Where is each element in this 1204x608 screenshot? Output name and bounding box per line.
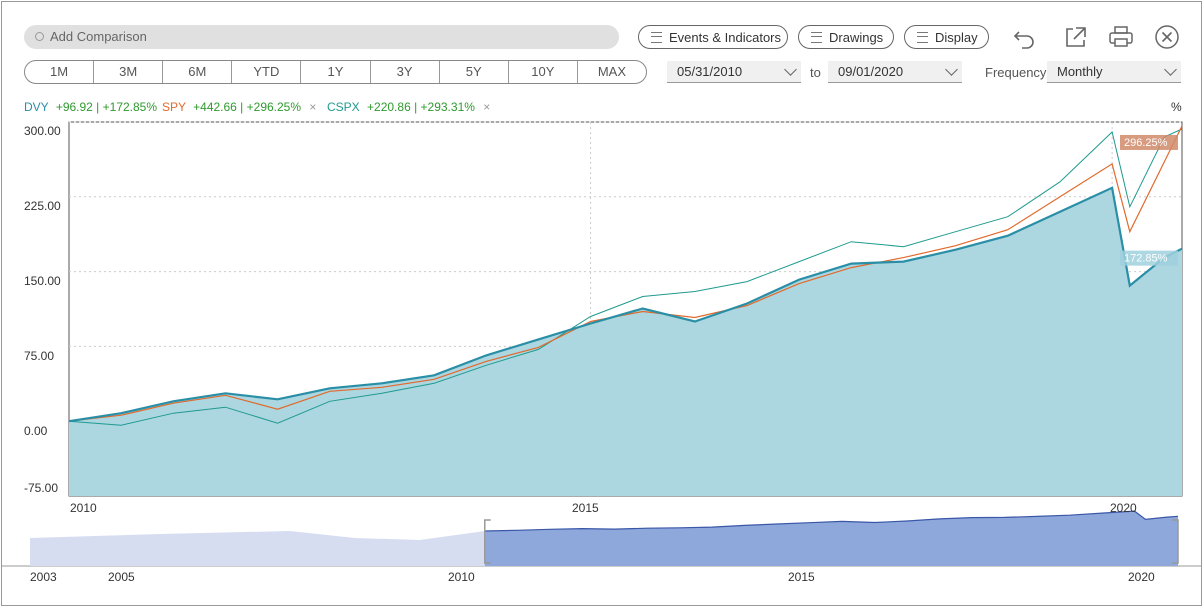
range-button-10y[interactable]: 10Y [509, 61, 578, 83]
y-tick-label: 300.00 [24, 124, 61, 138]
popout-icon[interactable] [1063, 24, 1089, 50]
end-date-picker[interactable]: 09/01/2020 [828, 61, 962, 83]
legend-change-spy: +442.66 | +296.25% [193, 100, 302, 114]
frequency-label: Frequency [985, 65, 1047, 80]
search-input[interactable]: Add Comparison [50, 29, 147, 44]
end-date-value: 09/01/2020 [838, 64, 904, 79]
to-label: to [810, 65, 821, 80]
legend-symbol-cspx[interactable]: CSPX [327, 100, 360, 114]
range-button-5y[interactable]: 5Y [440, 61, 509, 83]
drawings-label: Drawings [829, 29, 884, 45]
frequency-value: Monthly [1057, 64, 1103, 79]
search-bar[interactable]: Add Comparison [24, 25, 619, 49]
drawings-button[interactable]: Drawings [798, 25, 894, 49]
range-button-ytd[interactable]: YTD [232, 61, 302, 83]
remove-spy-icon[interactable]: × [309, 100, 317, 114]
start-date-value: 05/31/2010 [677, 64, 743, 79]
x-tick-label: 2020 [1110, 501, 1137, 515]
x-tick-label: 2015 [572, 501, 599, 515]
series-area-dvy [69, 187, 1182, 497]
navigator-tick-label: 2010 [448, 570, 475, 584]
range-button-max[interactable]: MAX [597, 64, 627, 79]
y-tick-label: 0.00 [24, 424, 48, 438]
remove-cspx-icon[interactable]: × [483, 100, 491, 114]
legend-cspx: CSPX +220.86 | +293.31% × [327, 100, 490, 114]
navigator-left-handle [484, 519, 491, 564]
start-date-picker[interactable]: 05/31/2010 [667, 61, 801, 83]
navigator-right-handle [1172, 519, 1179, 564]
unit-label: % [1171, 100, 1182, 114]
legend-change-cspx: +220.86 | +293.31% [367, 100, 475, 114]
legend-symbol-dvy[interactable]: DVY [24, 100, 49, 114]
list-icon [651, 31, 662, 43]
range-button-1y[interactable]: 1Y [301, 61, 371, 83]
series-line-dvy [68, 186, 1183, 423]
dvy-end-flag-box [1120, 250, 1178, 266]
range-button-3m[interactable]: 3M [94, 61, 164, 83]
legend-dvy: DVY +96.92 | +172.85% [24, 100, 157, 114]
navigator-line [484, 510, 1179, 532]
frequency-select[interactable]: Monthly [1047, 61, 1181, 83]
dvy-end-flag: 172.85% [1124, 253, 1168, 265]
undo-icon[interactable] [1012, 24, 1038, 50]
y-tick-label: -75.00 [24, 481, 59, 495]
navigator-tick-label: 2020 [1128, 570, 1155, 584]
navigator-selected-area [484, 511, 1178, 566]
range-button-6m[interactable]: 6M [163, 61, 233, 83]
x-tick-label: 2010 [70, 501, 97, 515]
search-icon [35, 32, 44, 41]
range-button-1m[interactable]: 1M [25, 61, 95, 83]
navigator-tick-label: 2003 [30, 570, 57, 584]
range-selector: 1M 3M 6M YTD 1Y 3Y 5Y 10Y MAX [24, 60, 647, 84]
list-icon [811, 31, 822, 43]
legend-symbol-spy[interactable]: SPY [162, 100, 186, 114]
close-icon[interactable] [1154, 24, 1180, 50]
spy-end-flag: 296.25% [1124, 137, 1168, 149]
display-button[interactable]: Display [904, 25, 989, 49]
events-label: Events & Indicators [669, 29, 781, 45]
y-tick-label: 150.00 [24, 274, 61, 288]
series-line-cspx [68, 128, 1183, 426]
spy-end-flag-box [1120, 134, 1178, 150]
legend-spy: SPY +442.66 | +296.25% × [162, 100, 316, 114]
y-tick-label: 225.00 [24, 199, 61, 213]
y-tick-label: 75.00 [24, 349, 55, 363]
display-label: Display [935, 29, 978, 45]
legend-change-dvy: +96.92 | +172.85% [55, 100, 158, 114]
print-icon[interactable] [1107, 24, 1135, 50]
navigator-tick-label: 2005 [108, 570, 135, 584]
navigator-tick-label: 2015 [788, 570, 815, 584]
events-indicators-button[interactable]: Events & Indicators [638, 25, 788, 49]
list-icon [917, 31, 928, 43]
range-button-3y[interactable]: 3Y [371, 61, 440, 83]
